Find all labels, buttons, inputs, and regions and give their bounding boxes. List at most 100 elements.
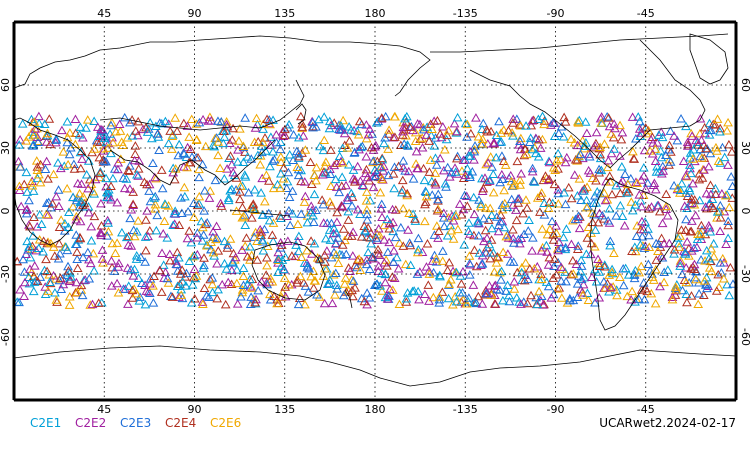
- occultation-marker: [566, 134, 576, 143]
- occultation-marker: [362, 209, 372, 219]
- occultation-marker: [537, 111, 548, 121]
- occultation-marker: [71, 211, 82, 221]
- occultation-marker: [191, 119, 202, 128]
- occultation-marker: [295, 111, 306, 121]
- occultation-marker: [430, 168, 441, 177]
- occultation-marker: [167, 131, 178, 141]
- occultation-marker: [410, 127, 421, 137]
- occultation-marker: [223, 195, 234, 205]
- occultation-marker: [284, 119, 294, 129]
- occultation-marker: [426, 130, 437, 140]
- occultation-marker: [249, 185, 260, 194]
- occultation-marker: [503, 125, 514, 135]
- occultation-marker: [35, 272, 46, 281]
- occultation-marker: [324, 123, 335, 133]
- occultation-marker: [132, 226, 142, 236]
- legend-item-c2e1: C2E1: [30, 416, 62, 430]
- occultation-marker: [502, 280, 513, 289]
- occultation-marker: [458, 204, 469, 214]
- occultation-marker: [355, 265, 366, 274]
- occultation-marker: [431, 160, 442, 169]
- occultation-marker: [464, 258, 475, 268]
- occultation-marker: [141, 286, 152, 295]
- occultation-marker: [278, 174, 289, 183]
- occultation-marker: [437, 256, 448, 265]
- occultation-marker: [653, 246, 663, 256]
- occultation-marker: [140, 299, 151, 309]
- occultation-marker: [338, 224, 349, 233]
- occultation-marker: [141, 215, 151, 224]
- occultation-marker: [200, 141, 211, 151]
- occultation-marker: [21, 136, 32, 145]
- occultation-marker: [106, 120, 116, 130]
- occultation-marker: [269, 291, 279, 301]
- occultation-marker: [362, 288, 372, 297]
- occultation-marker: [334, 124, 344, 134]
- occultation-marker: [634, 294, 644, 304]
- occultation-marker: [360, 168, 371, 178]
- occultation-marker: [462, 119, 473, 129]
- occultation-marker: [319, 112, 330, 121]
- occultation-marker: [664, 140, 675, 150]
- occultation-marker: [222, 164, 232, 173]
- occultation-marker: [508, 118, 518, 127]
- occultation-marker: [498, 125, 509, 134]
- occultation-marker: [415, 119, 425, 129]
- occultation-marker: [332, 217, 342, 226]
- occultation-marker: [387, 204, 398, 214]
- occultation-marker: [602, 162, 613, 172]
- occultation-marker: [178, 118, 189, 128]
- occultation-marker: [442, 230, 453, 240]
- occultation-marker: [699, 165, 709, 174]
- occultation-marker: [101, 137, 112, 147]
- occultation-marker: [293, 219, 303, 229]
- occultation-marker: [246, 154, 257, 163]
- occultation-marker: [167, 292, 178, 301]
- occultation-marker: [110, 248, 121, 257]
- occultation-marker: [639, 145, 650, 155]
- occultation-marker: [207, 279, 218, 289]
- occultation-marker: [681, 214, 691, 224]
- occultation-marker: [280, 252, 291, 261]
- occultation-marker: [645, 266, 656, 275]
- lon-tick-label-top: -135: [453, 7, 478, 20]
- occultation-marker: [433, 189, 444, 199]
- occultation-marker: [682, 237, 693, 246]
- occultation-marker: [549, 118, 560, 127]
- occultation-marker: [341, 180, 351, 190]
- occultation-marker: [267, 230, 278, 239]
- occultation-marker: [368, 182, 379, 192]
- occultation-marker: [98, 146, 109, 155]
- occultation-marker: [572, 191, 583, 200]
- occultation-marker: [197, 222, 208, 232]
- occultation-marker: [125, 117, 135, 127]
- occultation-marker: [726, 172, 737, 181]
- occultation-marker: [64, 207, 74, 217]
- occultation-marker: [362, 215, 373, 224]
- occultation-marker: [421, 191, 432, 201]
- occultation-marker: [524, 215, 534, 224]
- occultation-marker: [466, 128, 476, 138]
- occultation-marker: [473, 291, 484, 301]
- occultation-marker: [576, 261, 587, 270]
- occultation-marker: [388, 257, 399, 266]
- occultation-marker: [265, 274, 276, 283]
- occultation-marker: [288, 155, 298, 164]
- occultation-marker: [660, 150, 671, 159]
- occultation-marker: [398, 241, 409, 250]
- lon-tick-label-top: -90: [547, 7, 565, 20]
- occultation-marker: [537, 224, 548, 233]
- occultation-marker: [362, 172, 373, 182]
- occultation-marker: [591, 277, 602, 286]
- occultation-marker: [114, 258, 124, 268]
- occultation-marker: [606, 282, 616, 292]
- occultation-marker: [441, 134, 452, 144]
- occultation-marker: [715, 226, 725, 235]
- occultation-marker: [137, 278, 147, 287]
- occultation-marker: [708, 251, 719, 261]
- occultation-marker: [163, 278, 174, 287]
- occultation-marker: [569, 170, 580, 179]
- occultation-marker: [361, 196, 372, 205]
- occultation-marker: [611, 180, 622, 190]
- occultation-marker: [653, 200, 664, 210]
